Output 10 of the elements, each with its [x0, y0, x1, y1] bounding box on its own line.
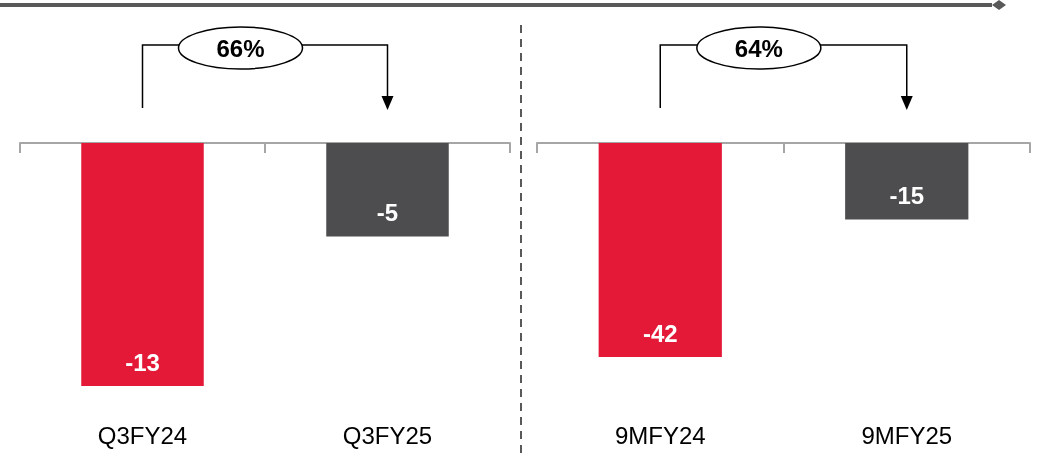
data-label: -15	[889, 181, 925, 209]
text: 64%	[734, 35, 783, 62]
x-tick-label: 9MFY24	[614, 421, 706, 449]
data-label: -5	[376, 198, 399, 226]
data-label: -42	[642, 319, 678, 347]
x-tick-label: Q3FY24	[97, 421, 188, 449]
text: 66%	[216, 35, 265, 62]
x-tick-label: 9MFY25	[861, 421, 953, 449]
data-label: -13	[125, 348, 160, 376]
x-tick-label: Q3FY25	[342, 421, 433, 449]
